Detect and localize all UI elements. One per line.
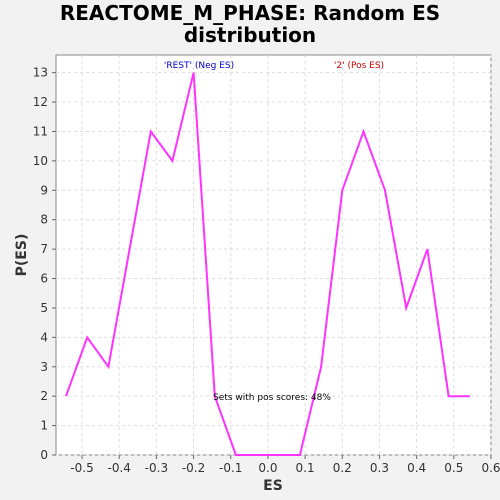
x-tick-label: 0.2 xyxy=(333,461,352,475)
x-tick-label: -0.2 xyxy=(182,461,205,475)
x-tick-label: -0.4 xyxy=(107,461,130,475)
series-line-es xyxy=(65,72,470,456)
y-axis-title: P(ES) xyxy=(14,234,30,277)
x-tick-label: 0.5 xyxy=(444,461,463,475)
pos-es-label: '2' (Pos ES) xyxy=(334,61,384,71)
y-tick-label: 4 xyxy=(40,330,48,344)
grid xyxy=(56,55,492,456)
ticks: -0.5 -0.4 -0.3 -0.2 -0.1 0.0 0.1 0.2 0.3 0.4 0.5 0.… xyxy=(33,66,500,475)
chart-title: REACTOME_M_PHASE: Random ES distribution xyxy=(0,2,500,46)
neg-es-label: 'REST' (Neg ES) xyxy=(164,61,234,71)
y-tick-label: 6 xyxy=(40,272,48,286)
y-tick-label: 3 xyxy=(40,360,48,374)
x-tick-label: -0.5 xyxy=(70,461,93,475)
y-tick-label: 8 xyxy=(40,213,48,227)
chart-title-line-1: REACTOME_M_PHASE: Random ES xyxy=(59,1,441,25)
x-tick-label: 0.6 xyxy=(481,461,500,475)
y-tick-label: 9 xyxy=(40,183,48,197)
x-tick-label: -0.3 xyxy=(145,461,168,475)
y-tick-label: 1 xyxy=(40,419,48,433)
y-tick-label: 2 xyxy=(40,389,48,403)
x-tick-label: 0.4 xyxy=(407,461,426,475)
x-tick-label: -0.1 xyxy=(219,461,242,475)
pos-score-annotation: Sets with pos scores: 48% xyxy=(213,393,331,403)
x-tick-label: 0.1 xyxy=(296,461,315,475)
y-tick-label: 10 xyxy=(33,154,48,168)
x-axis-title: ES xyxy=(263,478,283,494)
y-tick-label: 13 xyxy=(33,66,48,80)
x-tick-label: 0.0 xyxy=(258,461,277,475)
y-tick-label: 7 xyxy=(40,242,48,256)
chart-title-line-2: distribution xyxy=(183,23,317,47)
x-tick-label: 0.3 xyxy=(370,461,389,475)
y-tick-label: 12 xyxy=(33,95,48,109)
y-tick-label: 0 xyxy=(40,448,48,462)
y-tick-label: 5 xyxy=(40,301,48,315)
y-tick-label: 11 xyxy=(33,124,48,138)
